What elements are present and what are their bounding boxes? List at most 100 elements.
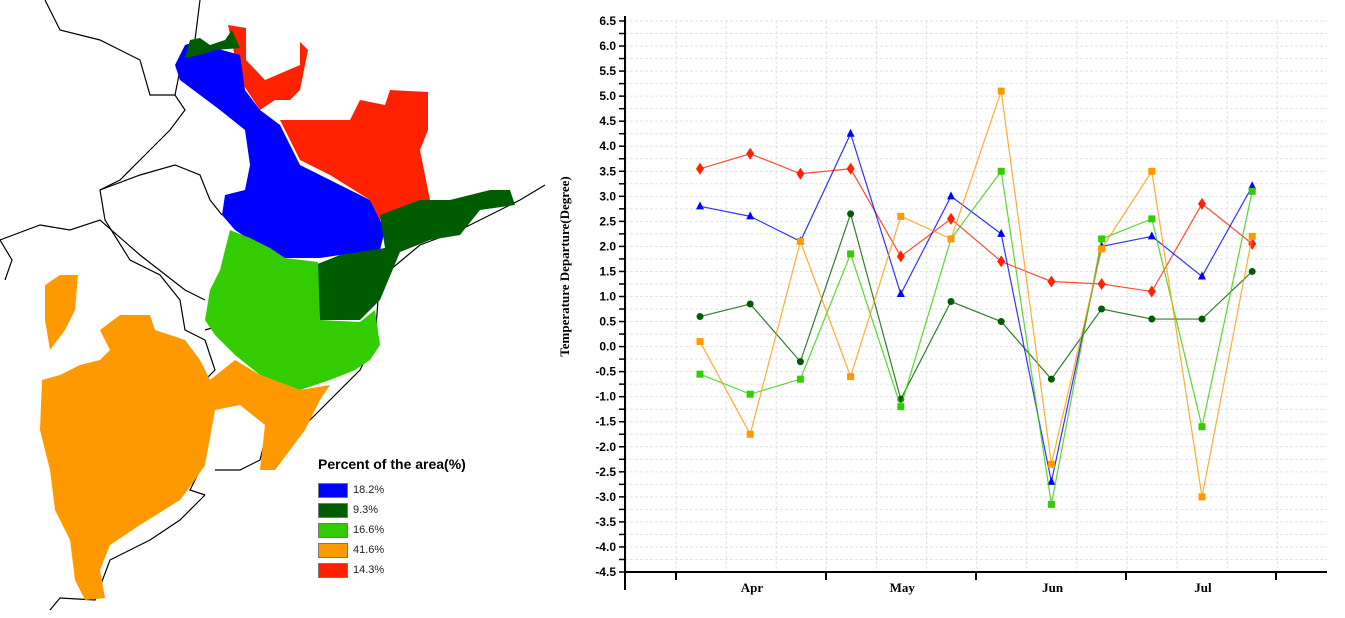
y-tick-label: 4.5 <box>599 114 616 128</box>
data-point <box>746 211 755 220</box>
data-point <box>1098 235 1106 243</box>
legend-swatch <box>318 502 348 518</box>
data-point <box>696 201 704 210</box>
y-tick-label: 5.0 <box>599 89 616 103</box>
y-tick-label: 1.0 <box>599 290 616 304</box>
y-tick-label: 5.5 <box>599 64 616 78</box>
data-point <box>796 167 805 180</box>
data-point <box>1098 245 1106 253</box>
series-orange <box>696 87 1256 501</box>
data-point <box>1248 232 1256 240</box>
data-point <box>997 87 1005 95</box>
data-point <box>997 255 1006 268</box>
legend-swatch <box>318 542 348 558</box>
data-point <box>947 298 955 306</box>
data-point <box>746 390 754 398</box>
legend-item: 18.2% <box>318 480 466 500</box>
data-point <box>897 212 905 220</box>
data-point <box>796 237 804 245</box>
data-point <box>997 167 1005 175</box>
data-point <box>1198 271 1206 280</box>
legend-item: 41.6% <box>318 540 466 560</box>
data-point <box>1248 187 1256 195</box>
y-tick-label: -3.5 <box>595 515 616 529</box>
y-tick-label: -4.5 <box>595 565 616 579</box>
data-point <box>1097 277 1106 290</box>
legend-title: Percent of the area(%) <box>318 456 466 472</box>
data-point <box>696 370 704 378</box>
y-tick-label: -2.5 <box>595 465 616 479</box>
series-line-light-green <box>699 169 1253 505</box>
region-map <box>0 0 546 611</box>
y-tick-label: 3.0 <box>599 189 616 203</box>
legend-label: 18.2% <box>353 484 385 496</box>
series-line-blue <box>699 132 1253 482</box>
data-point <box>1047 460 1055 468</box>
y-tick-label: 1.5 <box>599 264 616 278</box>
data-point <box>1147 285 1156 298</box>
data-point <box>1198 197 1206 210</box>
data-point <box>997 228 1006 237</box>
data-point <box>847 210 855 218</box>
y-tick-label: -3.0 <box>595 490 616 504</box>
y-tick-label: -0.5 <box>595 365 616 379</box>
y-tick-label: -2.0 <box>595 440 616 454</box>
y-tick-label: -1.5 <box>595 415 616 429</box>
data-point <box>796 358 804 366</box>
data-point <box>896 288 905 297</box>
data-point <box>1147 231 1156 240</box>
y-tick-label: 0.5 <box>599 315 616 329</box>
series-light-green <box>696 167 1256 508</box>
data-point <box>1047 476 1056 485</box>
data-point <box>947 212 955 225</box>
map-regions <box>40 25 515 600</box>
data-point <box>947 191 955 200</box>
data-point <box>746 300 754 308</box>
y-tick-label: 6.5 <box>599 14 616 28</box>
series-line-dark-green <box>699 211 1253 401</box>
y-tick-label: -4.0 <box>595 540 616 554</box>
y-tick-label: 2.0 <box>599 239 616 253</box>
legend-item: 16.6% <box>318 520 466 540</box>
y-tick-label: 3.5 <box>599 164 616 178</box>
y-tick-label: -1.0 <box>595 390 616 404</box>
x-tick-label: Jul <box>1194 580 1212 595</box>
x-tick-label: May <box>890 580 916 595</box>
y-tick-label: 0.0 <box>599 340 616 354</box>
series-line-orange <box>699 90 1253 497</box>
legend-swatch <box>318 482 348 498</box>
series-line-red <box>699 153 1253 293</box>
data-point <box>1148 215 1156 223</box>
data-point <box>1047 500 1055 508</box>
y-tick-label: 2.5 <box>599 214 616 228</box>
legend-label: 41.6% <box>353 544 385 556</box>
data-point <box>1148 167 1156 175</box>
data-point <box>1198 423 1206 431</box>
legend-label: 9.3% <box>353 504 379 516</box>
data-point <box>1148 315 1156 323</box>
data-point <box>746 147 755 160</box>
data-point <box>746 430 754 438</box>
data-point <box>1198 493 1206 501</box>
x-tick-label: Jun <box>1042 580 1064 595</box>
data-point <box>1248 267 1256 275</box>
data-point <box>1047 375 1055 383</box>
data-point <box>1198 315 1206 323</box>
data-point <box>997 318 1005 326</box>
y-tick-label: 6.0 <box>599 39 616 53</box>
legend-swatch <box>318 522 348 538</box>
legend-label: 14.3% <box>353 564 385 576</box>
y-tick-label: 4.0 <box>599 139 616 153</box>
data-point <box>696 338 704 346</box>
legend-swatch <box>318 562 348 578</box>
data-point <box>696 313 704 321</box>
data-point <box>696 162 704 175</box>
legend-item: 14.3% <box>318 560 466 580</box>
map-legend: Percent of the area(%) 18.2% 9.3% 16.6% 41.… <box>318 456 466 580</box>
series-red <box>696 147 1257 298</box>
legend-item: 9.3% <box>318 500 466 520</box>
series-dark-green <box>696 210 1256 403</box>
data-point <box>1248 181 1257 190</box>
data-point <box>846 128 855 137</box>
